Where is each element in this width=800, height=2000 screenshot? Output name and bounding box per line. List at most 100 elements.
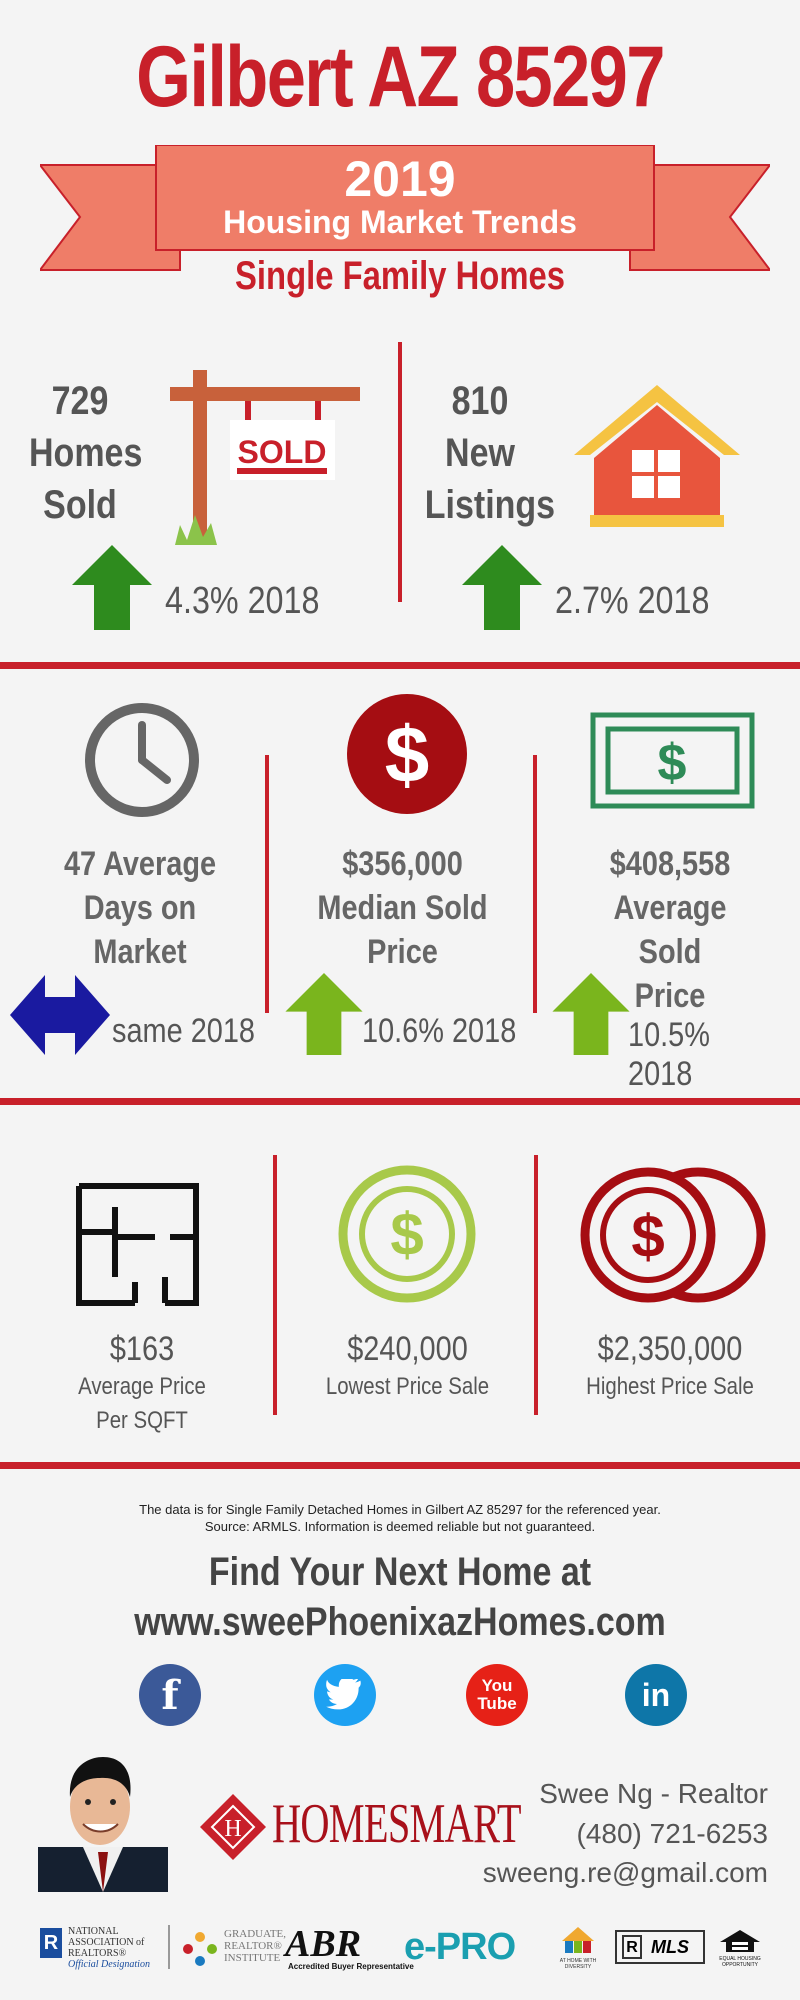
coins-icon: $ (580, 1167, 766, 1303)
ribbon-banner (40, 145, 770, 271)
epro-text: e-PRO (404, 1926, 516, 1968)
coin-icon: $ (338, 1165, 476, 1303)
source-line: Source: ARMLS. Information is deemed rel… (204, 1519, 596, 1534)
agent-phone[interactable]: (480) 721-6253 (576, 1818, 768, 1849)
highest-price-value: $2,350,000 (597, 1330, 743, 1368)
nar-line: Official Designation (68, 1959, 150, 1970)
median-price-stat: $356,000 Median Sold Price (315, 842, 489, 974)
highest-price-label: Highest Price Sale (586, 1373, 754, 1400)
trends-label: Housing Market Trends (223, 204, 577, 240)
homes-sold-stat: 729 Homes Sold (29, 375, 143, 531)
website-link[interactable]: www.sweePhoenixazHomes.com (134, 1600, 666, 1644)
realtor-r-icon: R (40, 1928, 62, 1958)
svg-text:$: $ (658, 734, 687, 792)
nar-logo: NATIONAL ASSOCIATION of REALTORS® Offici… (68, 1926, 150, 1970)
brand-letter: H (224, 1816, 241, 1842)
abr-subtitle: Accredited Buyer Representative (288, 1962, 414, 1971)
divider (533, 755, 537, 1013)
stat-line: Average Sold (613, 889, 727, 971)
divider (398, 342, 402, 602)
up-arrow-icon (462, 545, 542, 630)
dollar-circle-icon: $ (347, 694, 467, 814)
dollar-bill-icon: $ (590, 712, 755, 809)
equal-housing-text: EQUAL HOUSING OPPORTUNITY (719, 1956, 761, 1968)
average-change: 10.5% 2018 (628, 1016, 710, 1093)
svg-text:$: $ (390, 1201, 423, 1268)
section-divider (0, 1462, 800, 1469)
new-listings-stat: 810 New Listings (424, 375, 556, 531)
linkedin-icon[interactable]: in (625, 1664, 687, 1726)
stat-line: Price (634, 977, 706, 1015)
floor-plan-icon (76, 1183, 199, 1306)
category-label: Single Family Homes (235, 254, 565, 298)
diversity-icon (562, 1927, 594, 1953)
days-on-market-stat: 47 Average Days on Market (55, 842, 225, 974)
svg-text:$: $ (385, 710, 430, 799)
gri-line: INSTITUTE (224, 1952, 281, 1964)
divider (265, 755, 269, 1013)
divider (534, 1155, 538, 1415)
stat-line: $356,000 (342, 845, 463, 883)
price-per-sqft-value: $163 (109, 1330, 175, 1368)
stat-label: Listings (424, 483, 556, 527)
stat-line: 47 Average (63, 845, 217, 883)
label-line: Average Price (78, 1373, 206, 1400)
sign-text: SOLD (238, 434, 327, 470)
lowest-price-value: $240,000 (347, 1330, 468, 1368)
up-arrow-icon (552, 973, 630, 1055)
stat-line: Market (93, 933, 187, 971)
clock-icon (85, 703, 199, 817)
homesmart-logo-icon: H (200, 1794, 266, 1860)
logo-divider (168, 1925, 170, 1969)
stat-line: Median Sold (317, 889, 488, 927)
stat-line: Price (367, 933, 438, 971)
section-divider (0, 1098, 800, 1105)
lowest-price-label: Lowest Price Sale (325, 1373, 490, 1400)
linkedin-glyph: in (641, 1676, 671, 1713)
new-listings-change: 2.7% 2018 (555, 580, 710, 622)
gri-line: GRADUATE, (224, 1928, 287, 1940)
stat-label: Homes (29, 431, 143, 475)
year-label: 2019 (344, 151, 456, 207)
agent-email[interactable]: sweeng.re@gmail.com (482, 1857, 768, 1888)
stat-label: Sold (43, 483, 117, 527)
gri-icon (183, 1932, 217, 1966)
facebook-icon[interactable]: f (139, 1664, 201, 1726)
facebook-glyph: f (161, 1671, 179, 1719)
abr-logo: ABR (285, 1923, 362, 1965)
stat-line: Days on (83, 889, 197, 927)
bird-glyph (326, 1679, 361, 1710)
average-price-stat: $408,558 Average Sold Price (581, 842, 760, 1018)
gri-line: REALTOR® (224, 1940, 282, 1952)
nar-line: NATIONAL (68, 1926, 119, 1937)
gri-logo: GRADUATE, REALTOR® INSTITUTE (224, 1928, 286, 1964)
youtube-glyph: You Tube (477, 1676, 517, 1713)
agent-photo (38, 1757, 168, 1892)
find-home-heading: Find Your Next Home at (208, 1550, 592, 1594)
stat-number: 729 (51, 379, 109, 423)
nar-line: REALTORS® (68, 1948, 127, 1959)
mls-r-icon: R (622, 1935, 642, 1959)
double-arrow-icon (10, 975, 110, 1055)
median-change: 10.6% 2018 (362, 1012, 517, 1050)
page-title: Gilbert AZ 85297 (136, 29, 665, 125)
equal-housing-icon (720, 1930, 760, 1952)
sold-sign-icon: SOLD (170, 370, 360, 545)
homes-sold-change: 4.3% 2018 (165, 580, 320, 622)
mls-logo: R MLS (615, 1930, 705, 1964)
stat-number: 810 (451, 379, 509, 423)
twitter-icon[interactable] (314, 1664, 376, 1726)
mls-text: MLS (651, 1937, 689, 1957)
price-per-sqft-label: Average Price Per SQFT (57, 1370, 227, 1438)
label-line: Per SQFT (96, 1407, 188, 1434)
days-change: same 2018 (112, 1012, 255, 1050)
youtube-icon[interactable]: You Tube (466, 1664, 528, 1726)
stat-label: New (445, 431, 515, 475)
section-divider (0, 662, 800, 669)
disclaimer-line: The data is for Single Family Detached H… (139, 1502, 661, 1517)
up-arrow-icon (72, 545, 152, 630)
stat-line: $408,558 (609, 845, 731, 883)
diversity-text: AT HOME WITH DIVERSITY (559, 1958, 597, 1970)
agent-name: Swee Ng - Realtor (539, 1778, 768, 1809)
homesmart-wordmark: HOMESMART (272, 1793, 521, 1855)
